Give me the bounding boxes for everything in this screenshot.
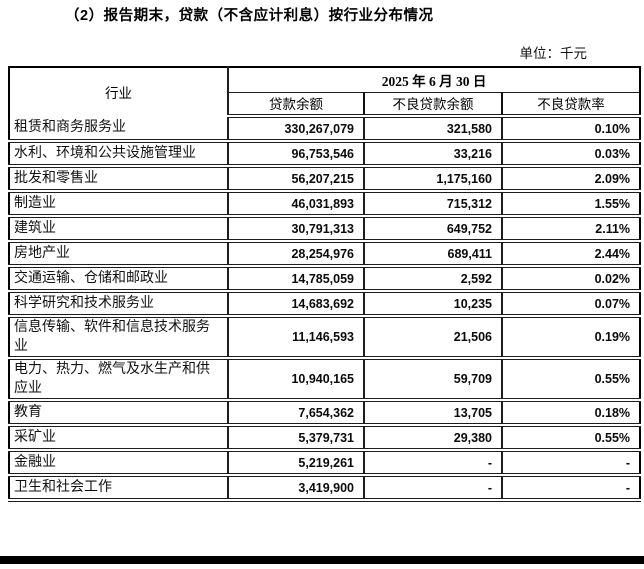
npl-ratio-cell: 0.07% (500, 291, 641, 318)
npl-balance-cell: 13,705 (363, 400, 502, 427)
npl-balance-column-header: 不良贷款余额 (363, 92, 502, 118)
page-bottom-divider (0, 556, 644, 564)
unit-label: 单位：千元 (519, 46, 588, 61)
npl-ratio-cell: 0.02% (500, 266, 641, 293)
industry-cell: 租赁和商务服务业 (9, 116, 228, 143)
loan-balance-cell: 10,940,165 (227, 358, 364, 402)
npl-ratio-cell: - (500, 450, 641, 477)
industry-cell: 建筑业 (9, 216, 228, 243)
table-row: 交通运输、仓储和邮政业 14,785,059 2,592 0.02% (9, 266, 641, 293)
loan-balance-cell: 3,419,900 (227, 475, 364, 502)
loan-balance-cell: 28,254,976 (227, 241, 364, 268)
table-row: 信息传输、软件和信息技术服务业 11,146,593 21,506 0.19% (9, 316, 641, 360)
loan-balance-cell: 14,683,692 (227, 291, 364, 318)
table-header: 行业 2025 年 6 月 30 日 贷款余额 不良贷款余额 不良贷款率 (9, 67, 641, 118)
npl-ratio-cell: 1.55% (500, 191, 641, 218)
industry-cell: 信息传输、软件和信息技术服务业 (9, 316, 228, 360)
npl-balance-cell: 321,580 (363, 116, 502, 143)
loan-balance-cell: 330,267,079 (227, 116, 364, 143)
table-row: 卫生和社会工作 3,419,900 - - (9, 475, 641, 502)
industry-cell: 水利、环境和公共设施管理业 (9, 141, 228, 168)
table-row: 批发和零售业 56,207,215 1,175,160 2.09% (9, 166, 641, 193)
npl-ratio-cell: 0.03% (500, 141, 641, 168)
npl-ratio-cell: 2.44% (500, 241, 641, 268)
table-row: 采矿业 5,379,731 29,380 0.55% (9, 425, 641, 452)
loan-balance-column-header: 贷款余额 (228, 92, 364, 118)
loan-balance-cell: 56,207,215 (227, 166, 364, 193)
table-row: 房地产业 28,254,976 689,411 2.44% (9, 241, 641, 268)
npl-ratio-cell: - (500, 475, 641, 502)
table-row: 水利、环境和公共设施管理业 96,753,546 33,216 0.03% (9, 141, 641, 168)
loan-balance-cell: 5,219,261 (227, 450, 364, 477)
industry-cell: 科学研究和技术服务业 (9, 291, 228, 318)
npl-ratio-cell: 2.11% (500, 216, 641, 243)
npl-ratio-cell: 0.55% (500, 358, 641, 402)
table-row: 电力、热力、燃气及水生产和供应业 10,940,165 59,709 0.55% (9, 358, 641, 402)
loan-balance-cell: 46,031,893 (227, 191, 364, 218)
industry-cell: 电力、热力、燃气及水生产和供应业 (9, 358, 228, 402)
npl-balance-cell: 59,709 (363, 358, 502, 402)
section-title: （2）报告期末，贷款（不含应计利息）按行业分布情况 (65, 8, 434, 24)
industry-cell: 教育 (9, 400, 228, 427)
industry-cell: 采矿业 (9, 425, 228, 452)
industry-cell: 卫生和社会工作 (9, 475, 228, 502)
table-row: 租赁和商务服务业 330,267,079 321,580 0.10% (9, 116, 641, 143)
loan-balance-cell: 14,785,059 (227, 266, 364, 293)
table-row: 建筑业 30,791,313 649,752 2.11% (9, 216, 641, 243)
npl-ratio-cell: 0.55% (500, 425, 641, 452)
npl-balance-cell: - (363, 475, 502, 502)
table-row: 金融业 5,219,261 - - (9, 450, 641, 477)
industry-cell: 交通运输、仓储和邮政业 (9, 266, 228, 293)
npl-balance-cell: - (363, 450, 502, 477)
industry-column-header: 行业 (9, 67, 229, 116)
loan-balance-cell: 11,146,593 (227, 316, 364, 360)
loan-balance-cell: 5,379,731 (227, 425, 364, 452)
header-row-date: 行业 2025 年 6 月 30 日 (9, 67, 641, 116)
npl-balance-cell: 29,380 (363, 425, 502, 452)
loan-balance-cell: 7,654,362 (227, 400, 364, 427)
npl-ratio-cell: 0.10% (500, 116, 641, 143)
npl-balance-cell: 10,235 (363, 291, 502, 318)
header-row-metrics: 贷款余额 不良贷款余额 不良贷款率 (9, 92, 641, 118)
npl-ratio-cell: 0.18% (500, 400, 641, 427)
industry-cell: 金融业 (9, 450, 228, 477)
industry-cell: 房地产业 (9, 241, 228, 268)
date-column-header: 2025 年 6 月 30 日 (228, 67, 641, 93)
industry-cell: 批发和零售业 (9, 166, 228, 193)
industry-cell: 制造业 (9, 191, 228, 218)
npl-ratio-cell: 2.09% (500, 166, 641, 193)
table-row: 科学研究和技术服务业 14,683,692 10,235 0.07% (9, 291, 641, 318)
npl-balance-cell: 715,312 (363, 191, 502, 218)
loan-balance-cell: 30,791,313 (227, 216, 364, 243)
table-row: 制造业 46,031,893 715,312 1.55% (9, 191, 641, 218)
npl-ratio-column-header: 不良贷款率 (500, 92, 641, 118)
loan-by-industry-table: 行业 2025 年 6 月 30 日 贷款余额 不良贷款余额 不良贷款率 租赁和… (8, 66, 642, 502)
npl-balance-cell: 21,506 (363, 316, 502, 360)
loan-balance-cell: 96,753,546 (227, 141, 364, 168)
npl-balance-cell: 649,752 (363, 216, 502, 243)
npl-ratio-cell: 0.19% (500, 316, 641, 360)
table-body: 租赁和商务服务业 330,267,079 321,580 0.10% 水利、环境… (9, 116, 641, 502)
npl-balance-cell: 33,216 (363, 141, 502, 168)
table-row: 教育 7,654,362 13,705 0.18% (9, 400, 641, 427)
npl-balance-cell: 2,592 (363, 266, 502, 293)
npl-balance-cell: 689,411 (363, 241, 502, 268)
npl-balance-cell: 1,175,160 (363, 166, 502, 193)
